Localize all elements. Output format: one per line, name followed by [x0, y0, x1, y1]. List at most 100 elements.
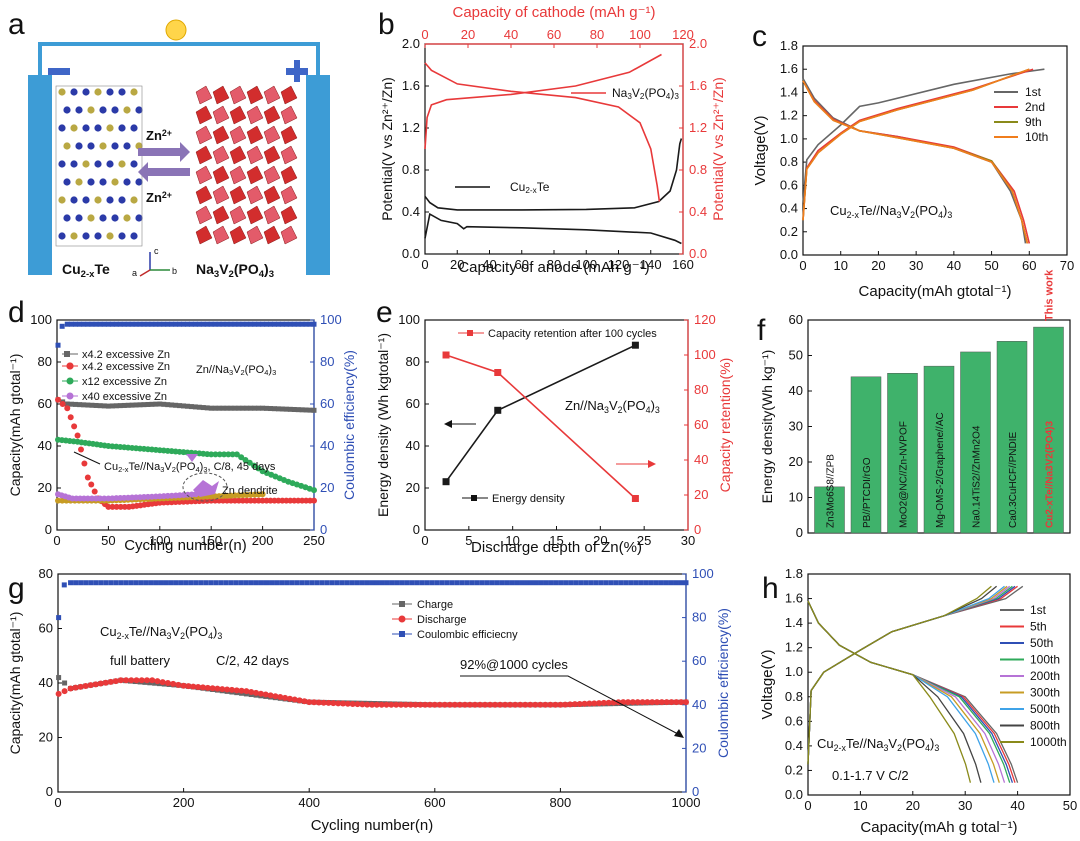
data-point [454, 580, 460, 586]
data-point [593, 580, 599, 586]
data-point [494, 406, 502, 414]
atom [99, 214, 107, 222]
text-part: Te//Na [859, 203, 897, 218]
bar [923, 365, 955, 534]
data-point [128, 677, 135, 684]
y-tick-label: 0 [796, 525, 803, 540]
data-point [442, 478, 450, 486]
atom [94, 88, 102, 96]
y-tick-label: 1.2 [780, 108, 798, 123]
data-point [161, 321, 167, 327]
plot-area-b: 0 20 40 60 80 100 120 140 1600.00.40.81.21.62.00… [379, 4, 726, 276]
data-point [267, 692, 274, 699]
data-point [181, 403, 187, 409]
data-point [532, 701, 539, 708]
atom [135, 142, 143, 150]
data-point [456, 701, 463, 708]
y-tick-label: 30 [789, 419, 803, 434]
y-tick-label: 10 [789, 490, 803, 505]
data-point [228, 686, 235, 693]
data-point [233, 451, 240, 458]
data-point [436, 701, 443, 708]
data-point [286, 695, 293, 702]
polyhedron [280, 105, 298, 125]
atom [118, 232, 126, 240]
text-part: Cu [817, 736, 834, 751]
data-point [117, 403, 123, 409]
atom [75, 142, 83, 150]
legend-marker [66, 362, 74, 370]
polyhedron [229, 185, 247, 205]
y-tick-label: 0.8 [689, 162, 707, 177]
x-tick-label: 50 [101, 533, 115, 548]
data-point [248, 580, 254, 586]
data-point [379, 580, 385, 586]
x-tick-label: 120 [672, 27, 694, 42]
y-tick-label: 2.0 [689, 36, 707, 51]
data-point [105, 321, 111, 327]
chart-annotation: Cu2-xTe//Na3V2(PO4)3, C/8, 45 days [104, 461, 276, 474]
data-point [283, 406, 289, 412]
bar [960, 351, 991, 534]
data-point [344, 580, 350, 586]
y-tick-label: 100 [320, 312, 342, 327]
data-point [107, 678, 114, 685]
x-tick-label: 60 [1022, 258, 1036, 273]
data-point [55, 497, 62, 504]
data-point [143, 580, 149, 586]
x2-axis-label: Capacity of cathode (mAh g⁻¹) [452, 4, 655, 21]
x-tick-label: 0 [421, 257, 428, 272]
polyhedron [280, 205, 298, 225]
y-tick-label: 60 [39, 621, 53, 636]
atom [70, 196, 78, 204]
polyhedron [212, 185, 230, 205]
data-point [434, 580, 440, 586]
data-point [291, 321, 297, 327]
dendrite-highlight [182, 472, 228, 502]
y-tick-label: 20 [39, 730, 53, 745]
axis-b-label: b [172, 266, 177, 276]
data-point [77, 402, 83, 408]
data-point [522, 701, 529, 708]
panel-letter: e [376, 296, 393, 329]
data-point [117, 503, 124, 510]
data-point [335, 700, 342, 707]
y-tick-label: 40 [38, 438, 52, 453]
y-axis-label: Potential(V vs Zn²⁺/Zn) [379, 77, 395, 221]
data-point [311, 699, 318, 706]
minus-icon [48, 68, 70, 75]
data-point [256, 405, 262, 411]
data-point [573, 580, 579, 586]
data-point [563, 580, 569, 586]
atom [130, 124, 138, 132]
y-tick-label: 0 [45, 522, 52, 537]
data-point [117, 321, 123, 327]
data-point [148, 580, 154, 586]
data-point [137, 402, 143, 408]
atom [58, 160, 66, 168]
data-point [394, 580, 400, 586]
text-part: 2-x [117, 631, 130, 641]
data-point [196, 404, 202, 410]
plot-area-c: 0 10 20 30 40 50 60 70 0.0 0.2 0.4 0.6 0.8 1.0 1.2 1.4 1… [752, 38, 1074, 300]
data-point [105, 403, 111, 409]
text-part: 3 [934, 743, 939, 753]
data-point [73, 580, 79, 586]
data-point [259, 491, 266, 498]
data-point [344, 700, 351, 707]
legend-label: 1st [1030, 603, 1047, 617]
data-point [424, 580, 430, 586]
plot-area-h: 0 10 20 30 40 50 0.0 0.2 0.4 0.6 0.8 1.0 1.2 1.4 1.6 1.… [759, 566, 1077, 836]
chart-annotation: Zn//Na3V2(PO4)3 [565, 398, 660, 415]
text-part: 4 [666, 92, 671, 101]
atom [58, 196, 66, 204]
data-point [264, 321, 270, 327]
data-point [388, 701, 395, 708]
x-tick-label: 60 [547, 27, 561, 42]
data-point [279, 406, 285, 412]
data-point [581, 700, 588, 707]
data-point [188, 404, 194, 410]
data-point [101, 321, 107, 327]
series-line [807, 600, 1019, 783]
